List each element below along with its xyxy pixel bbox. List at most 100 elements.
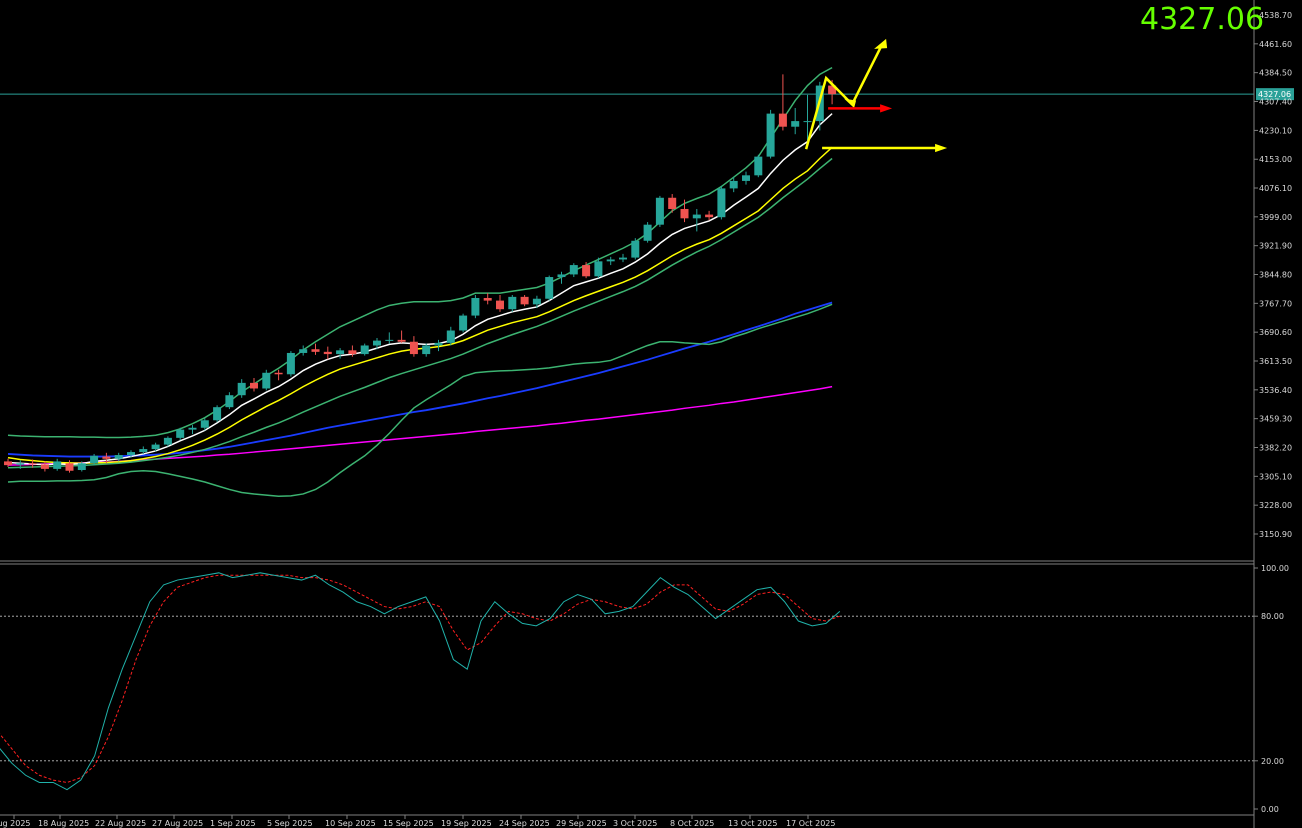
candle-body <box>90 455 99 464</box>
price-tick-label: 3459.30 <box>1259 415 1292 424</box>
candle-body <box>606 259 615 262</box>
candle-body <box>557 274 566 278</box>
candle-body <box>77 463 86 471</box>
price-tick-label: 3150.90 <box>1259 530 1292 539</box>
candle-body <box>545 277 554 299</box>
candle-body <box>705 214 714 218</box>
yellow-up-arrowhead <box>874 38 888 49</box>
date-tick-label: 24 Sep 2025 <box>499 819 550 828</box>
candle-body <box>102 456 111 459</box>
date-tick-label: 17 Oct 2025 <box>786 819 835 828</box>
candle-body <box>40 464 49 469</box>
date-tick-label: 8 Oct 2025 <box>670 819 714 828</box>
candle-body <box>668 197 677 209</box>
price-tick-label: 3999.00 <box>1259 213 1292 222</box>
price-tick-label: 3844.80 <box>1259 271 1292 280</box>
candle-body <box>139 449 148 453</box>
candle-body <box>188 427 197 430</box>
candle-body <box>114 455 123 459</box>
candle-body <box>409 341 418 355</box>
price-tick-label: 4307.40 <box>1259 98 1292 107</box>
candle-body <box>311 349 320 352</box>
candle-body <box>680 208 689 219</box>
date-tick-label: 13 Oct 2025 <box>728 819 777 828</box>
price-tick-label: 3536.40 <box>1259 386 1292 395</box>
candle-body <box>594 261 603 277</box>
candle-body <box>397 339 406 342</box>
price-tick-label: 4153.00 <box>1259 155 1292 164</box>
price-tick-label: 3921.90 <box>1259 242 1292 251</box>
candle-body <box>471 297 480 316</box>
candle-body <box>446 330 455 343</box>
candle-body <box>434 342 443 346</box>
price-tick-label: 3228.00 <box>1259 501 1292 510</box>
candle-body <box>65 463 74 471</box>
candle-body <box>262 372 271 389</box>
candle-body <box>582 265 591 277</box>
candle-body <box>163 437 172 445</box>
yellow-flat-arrowhead <box>935 143 948 153</box>
candle-body <box>828 85 837 95</box>
candle-body <box>53 461 62 469</box>
price-tick-label: 3382.20 <box>1259 444 1292 453</box>
ma-white-line <box>7 113 833 466</box>
candle-body <box>250 382 258 389</box>
candle-body <box>286 352 295 375</box>
candle-body <box>348 350 357 355</box>
candle-body <box>803 121 812 123</box>
candle-body <box>459 315 468 331</box>
candle-body <box>213 407 222 421</box>
price-tick-label: 3690.60 <box>1259 328 1292 337</box>
candle-body <box>496 300 504 310</box>
stochastic-pane <box>0 572 1254 791</box>
candle-body <box>643 224 652 241</box>
candle-body <box>422 345 431 355</box>
candle-body <box>4 461 12 466</box>
price-tick-label: 4384.50 <box>1259 69 1292 78</box>
candle-body <box>717 188 726 218</box>
candle-body <box>28 463 37 465</box>
stochastic-main-line <box>0 572 841 791</box>
bollinger-upper-band <box>7 66 833 439</box>
yellow-up-leg <box>850 43 884 105</box>
bollinger-lower-band <box>7 303 833 497</box>
candle-body <box>742 175 750 181</box>
current-price-tag: 4327.06 <box>1258 90 1291 99</box>
candle-body <box>360 345 369 355</box>
price-tick-label: 3305.10 <box>1259 472 1292 481</box>
candle-body <box>619 257 627 260</box>
candle-body <box>778 113 787 127</box>
bollinger-middle-band <box>7 157 833 469</box>
main-price-pane: 4327.06 <box>0 38 1294 497</box>
candle-body <box>16 463 25 465</box>
date-tick-label: 22 Aug 2025 <box>95 819 146 828</box>
osc-tick-label: 0.00 <box>1261 805 1279 814</box>
candle-body <box>127 452 135 456</box>
candle-body <box>520 296 529 305</box>
candle-body <box>323 351 332 355</box>
candle-body <box>569 265 578 275</box>
ma-yellow-line <box>7 146 833 465</box>
date-tick-label: 15 Sep 2025 <box>383 819 434 828</box>
date-tick-label: Aug 2025 <box>0 819 31 828</box>
candle-body <box>373 340 381 346</box>
candle-body <box>237 382 246 396</box>
price-tick-label: 4230.10 <box>1259 126 1292 135</box>
price-tick-label: 3613.50 <box>1259 357 1292 366</box>
candle-body <box>754 156 763 176</box>
current-price-tag-bg <box>1256 88 1294 101</box>
date-tick-label: 27 Aug 2025 <box>152 819 203 828</box>
candle-body <box>631 240 640 258</box>
candle-body <box>225 395 234 408</box>
price-tick-label: 4538.70 <box>1259 11 1292 20</box>
price-tick-label: 4076.10 <box>1259 184 1292 193</box>
candle-body <box>176 429 185 438</box>
date-tick-label: 29 Sep 2025 <box>556 819 607 828</box>
date-tick-label: 1 Sep 2025 <box>210 819 256 828</box>
price-tick-label: 4461.60 <box>1259 40 1292 49</box>
candle-body <box>508 296 517 310</box>
candle-body <box>385 339 394 341</box>
